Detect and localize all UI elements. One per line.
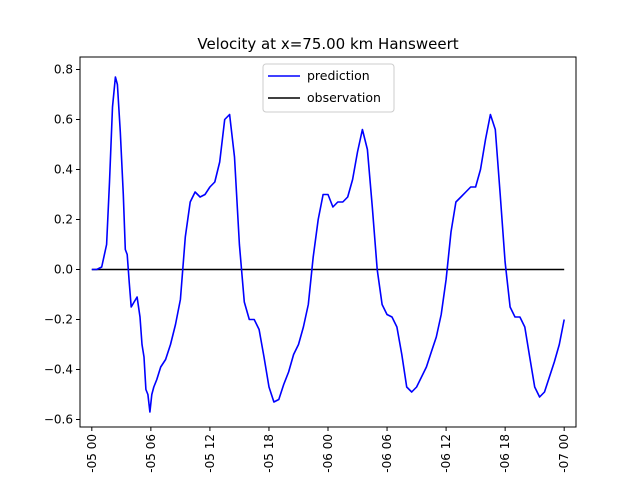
x-tick-label: -06 18 [498, 434, 512, 473]
legend-label-prediction: prediction [307, 68, 370, 83]
x-tick-label: -05 06 [144, 434, 158, 473]
y-tick-label: −0.2 [44, 313, 73, 327]
y-tick-label: 0.0 [54, 263, 73, 277]
x-tick-label: -05 18 [262, 434, 276, 473]
plot-area [91, 76, 565, 413]
x-tick-label: -06 06 [380, 434, 394, 473]
x-tick-label: -05 12 [203, 434, 217, 473]
y-tick-label: 0.8 [54, 63, 73, 77]
y-tick-label: 0.2 [54, 213, 73, 227]
chart-title: Velocity at x=75.00 km Hansweert [197, 35, 458, 53]
legend-label-observation: observation [307, 90, 381, 105]
x-tick-label: -06 00 [321, 434, 335, 473]
legend: prediction observation [262, 63, 395, 113]
y-axis: −0.6 −0.4 −0.2 0.0 0.2 0.4 0.6 0.8 [44, 63, 80, 427]
x-tick-label: -06 12 [439, 434, 453, 473]
x-tick-label: -05 00 [85, 434, 99, 473]
y-tick-label: −0.6 [44, 413, 73, 427]
x-tick-label: -07 00 [557, 434, 571, 473]
series-line-prediction [91, 76, 565, 413]
y-tick-label: 0.4 [54, 163, 73, 177]
y-tick-label: −0.4 [44, 363, 73, 377]
x-axis: -05 00 -05 06 -05 12 -05 18 -06 00 -06 06 -06 … [85, 427, 571, 473]
y-tick-label: 0.6 [54, 113, 73, 127]
